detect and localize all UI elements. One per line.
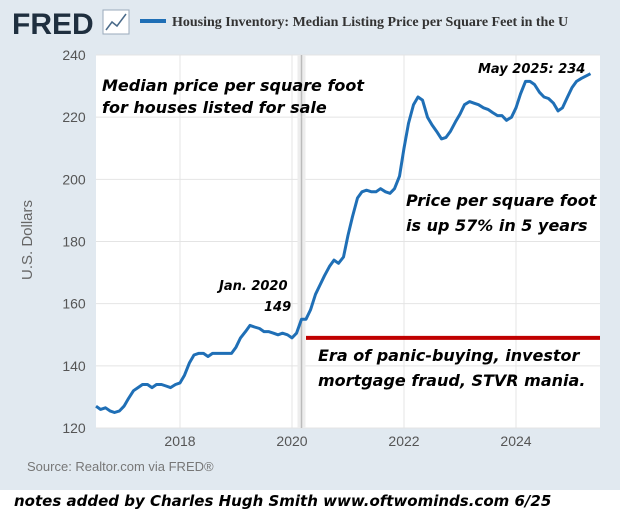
y-tick-label: 120 [62,420,86,436]
source-credit: Source: Realtor.com via FRED® [27,459,214,474]
annotation-median-line1: Median price per square foot [102,76,365,95]
x-tick-label: 2018 [164,433,195,449]
y-tick-label: 160 [62,296,86,312]
y-axis-label: U.S. Dollars [19,200,36,280]
annotation-era-line2: mortgage fraud, STVR mania. [318,371,585,390]
y-tick-label: 140 [62,358,86,374]
gridlines [96,54,600,429]
y-tick-label: 220 [62,109,86,125]
series-line-median-price [95,72,592,414]
y-tick-label: 200 [62,171,86,187]
fred-logo[interactable]: FRED [12,8,94,41]
annotation-price-up-line1: Price per square foot [406,191,598,210]
legend-label[interactable]: Housing Inventory: Median Listing Price … [172,15,568,30]
x-axis-ticks: 2018 2020 2022 2024 [164,433,531,449]
x-tick-label: 2022 [388,433,419,449]
y-tick-label: 240 [62,47,86,63]
annotation-price-up-line2: is up 57% in 5 years [406,216,588,235]
annotation-jan2020-line2: 149 [264,300,291,315]
annotation-median-line2: for houses listed for sale [102,98,327,117]
fred-chart-icon [102,9,130,35]
annotation-jan2020-line1: Jan. 2020 [216,279,288,294]
annotation-era-line1: Era of panic-buying, investor [318,346,581,365]
footer-note: notes added by Charles Hugh Smith www.of… [14,492,552,510]
x-tick-label: 2020 [276,433,307,449]
chart: FRED Housing Inventory: Median Listing P… [12,8,600,474]
y-axis-ticks: 120 140 160 180 200 220 240 [62,47,86,436]
x-tick-label: 2024 [500,433,531,449]
annotation-may2025: May 2025: 234 [478,62,585,77]
y-tick-label: 180 [62,234,86,250]
